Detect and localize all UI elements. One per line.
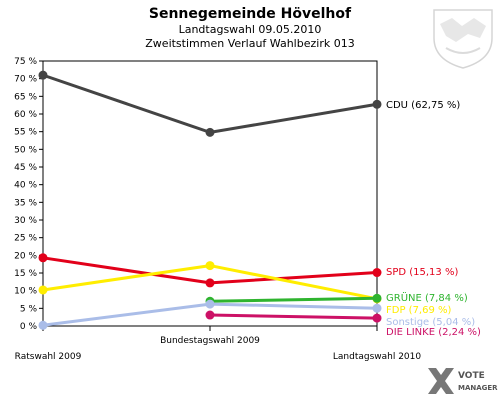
- series-line-gruene: [209, 296, 378, 303]
- end-label-fdp: FDP (7,69 %): [386, 305, 452, 316]
- vote-manager-logo: VOTE MANAGER: [428, 368, 498, 394]
- y-tick-label: 50 %: [14, 145, 37, 155]
- y-tick-label: 45 %: [14, 163, 37, 173]
- end-label-cdu: CDU (62,75 %): [386, 100, 460, 111]
- data-point-cdu: [38, 70, 48, 80]
- data-point-sonstige: [372, 303, 382, 313]
- y-tick-label: 55 %: [14, 128, 37, 138]
- data-point-spd: [205, 278, 215, 288]
- y-tick-label: 70 %: [14, 75, 37, 85]
- x-tick-label: Bundestagswahl 2009: [160, 336, 260, 346]
- data-point-spd: [38, 253, 48, 263]
- data-point-cdu: [205, 127, 215, 137]
- logo-text-vote: VOTE: [458, 371, 485, 381]
- y-tick-label: 20 %: [14, 251, 37, 261]
- x-tick-label: Ratswahl 2009: [15, 352, 82, 362]
- data-point-spd: [372, 268, 382, 278]
- end-label-spd: SPD (15,13 %): [386, 267, 458, 278]
- end-label-sonstige: Sonstige (5,04 %): [386, 317, 475, 328]
- end-label-gruene: GRÜNE (7,84 %): [386, 291, 468, 304]
- data-point-linke: [372, 313, 382, 323]
- y-tick-label: 0 %: [20, 322, 38, 332]
- data-point-fdp: [205, 261, 215, 271]
- y-tick-label: 40 %: [14, 181, 37, 191]
- y-tick-label: 35 %: [14, 198, 37, 208]
- x-tick-label: Landtagswahl 2010: [333, 352, 422, 362]
- series-end-labels: CDU (62,75 %) SPD (15,13 %) FDP (7,69 %)GR…: [386, 100, 481, 338]
- chart-subtitle: Landtagswahl 09.05.2010: [179, 23, 322, 36]
- logo-text-manager: MANAGER: [458, 384, 498, 392]
- y-tick-label: 10 %: [14, 287, 37, 297]
- y-axis: 0 % 5 % 10 % 15 % 20 % 25 % 30 % 35 % 40 % 45 % 50…: [14, 57, 43, 332]
- series-line-linke: [209, 313, 378, 320]
- y-tick-label: 75 %: [14, 57, 37, 67]
- data-point-cdu: [372, 99, 382, 109]
- data-point-fdp: [38, 285, 48, 295]
- data-point-sonstige: [205, 299, 215, 309]
- y-tick-label: 5 %: [20, 304, 38, 314]
- chart-title: Sennegemeinde Hövelhof: [149, 6, 352, 22]
- y-tick-label: 65 %: [14, 92, 37, 102]
- data-point-sonstige: [38, 320, 48, 330]
- y-tick-label: 30 %: [14, 216, 37, 226]
- y-tick-label: 25 %: [14, 234, 37, 244]
- x-axis: Ratswahl 2009 Bundestagswahl 2009 Landtags…: [15, 326, 422, 362]
- y-tick-label: 15 %: [14, 269, 37, 279]
- coat-of-arms-icon: [433, 9, 493, 69]
- data-point-gruene: [372, 293, 382, 303]
- data-point-linke: [205, 310, 215, 320]
- chart-subtitle-2: Zweitstimmen Verlauf Wahlbezirk 013: [145, 37, 354, 50]
- x-logo-icon: [428, 368, 454, 394]
- series-line-cdu: [42, 73, 378, 134]
- y-tick-label: 60 %: [14, 110, 37, 120]
- end-label-linke: DIE LINKE (2,24 %): [386, 327, 481, 338]
- series-lines: [38, 70, 382, 330]
